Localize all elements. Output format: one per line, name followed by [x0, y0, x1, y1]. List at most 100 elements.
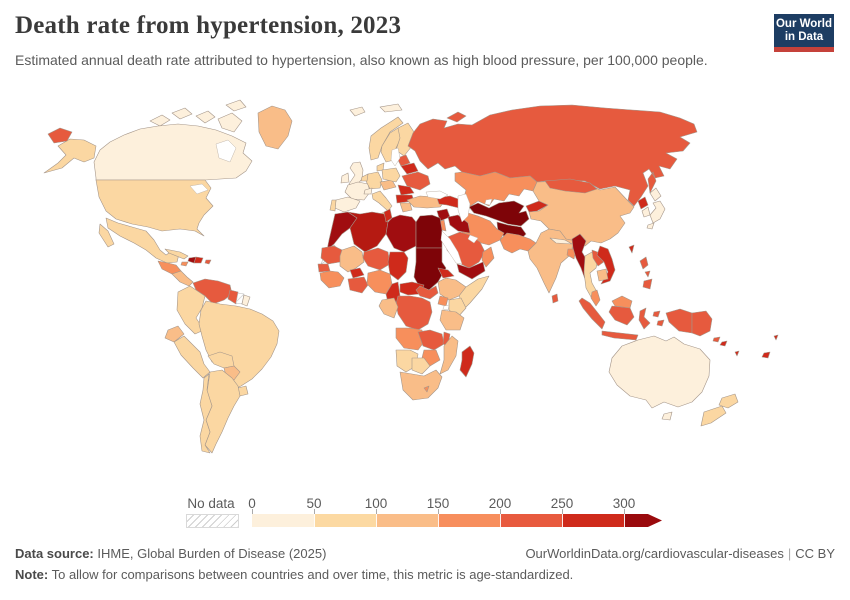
- legend-bin-4[interactable]: [500, 514, 562, 527]
- country-cuba[interactable]: [164, 248, 189, 260]
- country-ukraine[interactable]: [401, 171, 431, 191]
- country-south-korea[interactable]: [641, 206, 651, 218]
- legend-bin-6[interactable]: [624, 514, 662, 527]
- country-switzerland[interactable]: [363, 187, 373, 195]
- country-somalia[interactable]: [458, 275, 490, 312]
- country-argentina[interactable]: [204, 369, 241, 454]
- country-mozambique[interactable]: [439, 335, 459, 375]
- country-svalbard[interactable]: [379, 103, 403, 113]
- legend-tick-mark: [438, 509, 439, 514]
- country-papua-new-guinea[interactable]: [691, 310, 721, 343]
- country-iceland[interactable]: [349, 106, 366, 117]
- legend-bin-0[interactable]: [252, 514, 314, 527]
- legend-bin-5[interactable]: [562, 514, 624, 527]
- country-greece[interactable]: [399, 202, 413, 213]
- country-benelux[interactable]: [360, 173, 369, 182]
- country-dominican-republic[interactable]: [193, 256, 204, 264]
- country-norway[interactable]: [368, 116, 404, 161]
- country-cambodia[interactable]: [596, 268, 609, 282]
- country-algeria[interactable]: [347, 211, 389, 253]
- country-mongolia[interactable]: [544, 178, 598, 194]
- country-central-america[interactable]: [171, 270, 194, 287]
- country-romania[interactable]: [397, 184, 415, 196]
- footer-link[interactable]: OurWorldinData.org/cardiovascular-diseas…: [525, 546, 784, 561]
- country-lesotho[interactable]: [423, 385, 430, 393]
- country-uganda[interactable]: [437, 295, 449, 307]
- country-chad[interactable]: [387, 251, 409, 281]
- country-uzbekistan-turkmenistan[interactable]: [468, 200, 530, 227]
- country-guinea-coast[interactable]: [319, 270, 345, 289]
- country-germany[interactable]: [365, 171, 383, 190]
- country-senegal[interactable]: [317, 263, 331, 273]
- country-ghana-strip[interactable]: [347, 276, 369, 294]
- country-portugal[interactable]: [329, 199, 337, 212]
- country-malaysia[interactable]: [590, 289, 633, 309]
- country-kyrgyzstan[interactable]: [525, 200, 549, 213]
- country-peru[interactable]: [173, 335, 211, 379]
- country-guyana[interactable]: [227, 289, 239, 305]
- country-ecuador[interactable]: [164, 325, 185, 343]
- country-oman[interactable]: [481, 246, 495, 268]
- country-sweden[interactable]: [380, 127, 403, 163]
- country-puerto-rico[interactable]: [204, 259, 212, 265]
- country-angola[interactable]: [395, 327, 425, 351]
- country-burkina-faso[interactable]: [349, 267, 365, 279]
- country-south-africa[interactable]: [399, 369, 443, 401]
- country-japan[interactable]: [646, 187, 666, 230]
- country-libya[interactable]: [385, 214, 417, 253]
- legend-no-data-swatch[interactable]: [186, 514, 239, 528]
- country-yemen[interactable]: [456, 261, 486, 280]
- country-egypt[interactable]: [415, 214, 443, 249]
- country-dr-congo[interactable]: [395, 295, 433, 331]
- country-russia[interactable]: [47, 104, 698, 207]
- country-colombia[interactable]: [176, 285, 206, 335]
- country-zambia[interactable]: [417, 329, 445, 351]
- country-sri-lanka[interactable]: [551, 293, 559, 304]
- country-belarus[interactable]: [400, 162, 419, 175]
- country-niger[interactable]: [362, 247, 391, 271]
- legend-bin-3[interactable]: [438, 514, 500, 527]
- country-australia[interactable]: [608, 335, 711, 421]
- country-canada[interactable]: [93, 99, 253, 181]
- legend-tick-label: 0: [248, 496, 256, 511]
- country-baltics[interactable]: [396, 154, 411, 167]
- country-austria-czechia[interactable]: [379, 179, 397, 191]
- country-eritrea[interactable]: [437, 267, 455, 279]
- country-pakistan[interactable]: [499, 232, 537, 254]
- country-chile[interactable]: [199, 373, 213, 454]
- country-poland[interactable]: [381, 167, 401, 183]
- country-new-zealand[interactable]: [700, 393, 739, 427]
- country-botswana[interactable]: [411, 357, 431, 375]
- country-congo-gabon[interactable]: [378, 297, 399, 319]
- country-china[interactable]: [528, 180, 635, 247]
- country-greenland[interactable]: [257, 105, 293, 150]
- country-philippines[interactable]: [639, 256, 653, 290]
- country-sudan[interactable]: [413, 247, 447, 291]
- country-iraq[interactable]: [447, 214, 471, 234]
- country-ireland[interactable]: [340, 172, 350, 184]
- country-mali[interactable]: [339, 245, 365, 273]
- footer-license: CC BY: [795, 546, 835, 561]
- page-title: Death rate from hypertension, 2023: [15, 12, 402, 39]
- legend-tick-mark: [314, 509, 315, 514]
- country-nepal[interactable]: [549, 237, 573, 245]
- country-vietnam[interactable]: [596, 245, 616, 285]
- country-jamaica[interactable]: [180, 261, 189, 267]
- country-pacific-islands[interactable]: [719, 334, 779, 359]
- country-indonesia[interactable]: [578, 297, 693, 341]
- legend-bin-2[interactable]: [376, 514, 438, 527]
- country-french-guiana[interactable]: [241, 294, 251, 307]
- country-kazakhstan[interactable]: [454, 171, 538, 208]
- country-taiwan[interactable]: [628, 244, 635, 254]
- country-madagascar[interactable]: [459, 345, 475, 378]
- countries-layer: [43, 99, 779, 454]
- country-france[interactable]: [344, 181, 371, 201]
- country-united-states[interactable]: [43, 138, 214, 237]
- owid-logo[interactable]: Our World in Data: [774, 14, 834, 52]
- legend-bin-1[interactable]: [314, 514, 376, 527]
- country-brazil[interactable]: [198, 300, 280, 391]
- country-tanzania[interactable]: [439, 309, 465, 331]
- country-south-sudan[interactable]: [415, 285, 439, 300]
- country-finland[interactable]: [395, 122, 415, 157]
- country-north-korea[interactable]: [637, 196, 649, 210]
